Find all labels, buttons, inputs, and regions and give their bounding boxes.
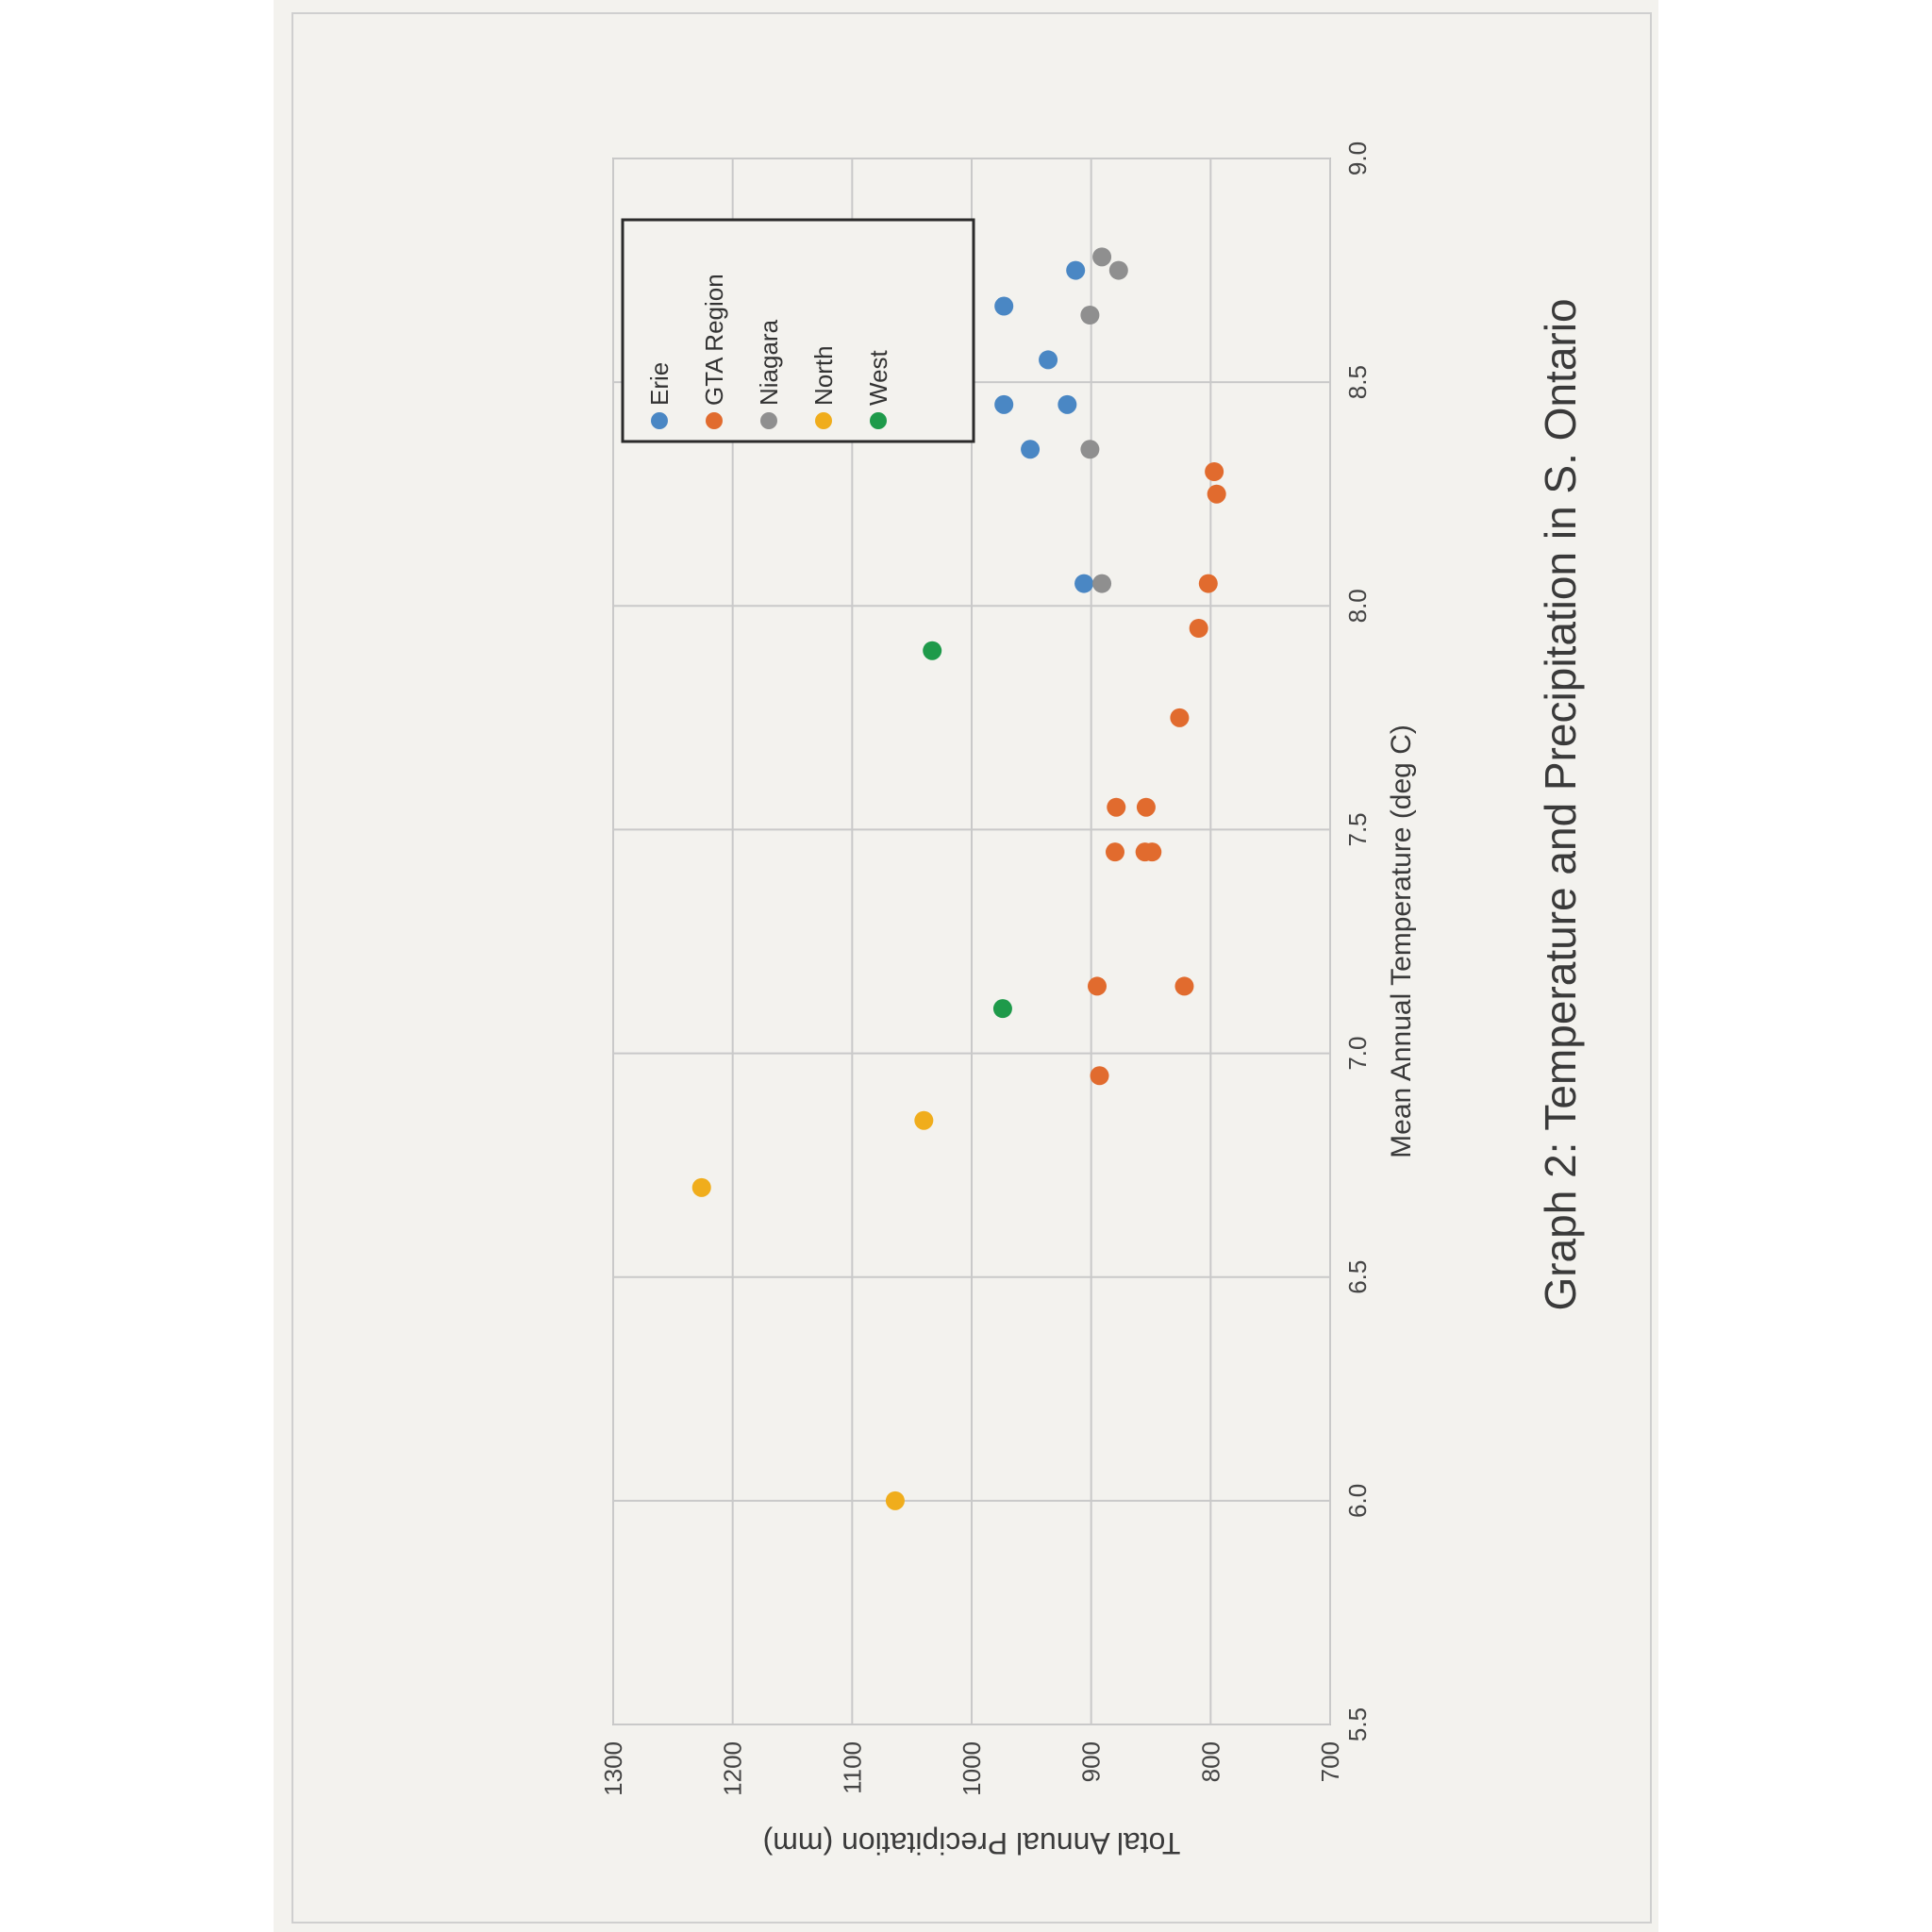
x-tick-label: 8.5 bbox=[1343, 365, 1372, 399]
data-point-north bbox=[885, 1491, 905, 1510]
y-tick-label: 1200 bbox=[719, 1741, 747, 1796]
legend-marker bbox=[706, 412, 723, 429]
legend: Erie GTA Region Niagara North West bbox=[621, 218, 975, 443]
x-tick-label: 9.0 bbox=[1343, 142, 1372, 175]
data-point-gta-region bbox=[1090, 1066, 1109, 1086]
x-tick-label: 7.0 bbox=[1343, 1036, 1372, 1070]
data-point-erie bbox=[1074, 574, 1094, 593]
x-axis-title: Mean Annual Temperature (deg C) bbox=[1386, 724, 1417, 1158]
data-point-gta-region bbox=[1207, 484, 1226, 504]
x-tick-label: 6.5 bbox=[1343, 1260, 1372, 1294]
data-point-niagara bbox=[1108, 260, 1128, 280]
y-tick-label: 700 bbox=[1316, 1741, 1344, 1782]
data-point-niagara bbox=[1080, 440, 1100, 459]
y-tick-label: 1000 bbox=[958, 1741, 986, 1796]
data-point-gta-region bbox=[1205, 462, 1224, 481]
data-point-niagara bbox=[1080, 306, 1100, 325]
legend-label: West bbox=[864, 349, 892, 406]
x-tick-label: 5.5 bbox=[1343, 1707, 1372, 1741]
data-point-erie bbox=[1021, 440, 1041, 459]
legend-marker bbox=[815, 412, 832, 429]
legend-box bbox=[621, 218, 975, 443]
data-point-gta-region bbox=[1136, 797, 1156, 817]
data-point-erie bbox=[994, 394, 1014, 414]
y-tick-label: 1300 bbox=[599, 1741, 627, 1796]
data-point-gta-region bbox=[1088, 976, 1107, 996]
y-tick-label: 800 bbox=[1196, 1741, 1224, 1782]
y-axis-title: Total Annual Precipitation (mm) bbox=[763, 1826, 1181, 1860]
data-point-gta-region bbox=[1107, 797, 1126, 817]
data-point-gta-region bbox=[1198, 574, 1218, 593]
data-point-erie bbox=[1039, 350, 1058, 370]
y-tick-label: 900 bbox=[1077, 1741, 1106, 1782]
data-point-erie bbox=[994, 296, 1014, 316]
chart-title: Graph 2: Temperature and Precipitation i… bbox=[1536, 298, 1585, 1310]
x-tick-label: 7.5 bbox=[1343, 812, 1372, 846]
x-tick-label: 6.0 bbox=[1343, 1484, 1372, 1518]
data-point-west bbox=[923, 641, 942, 660]
data-point-gta-region bbox=[1135, 842, 1155, 862]
y-tick-label: 1100 bbox=[838, 1741, 866, 1794]
data-point-north bbox=[914, 1110, 934, 1130]
legend-marker bbox=[651, 412, 668, 429]
x-tick-label: 8.0 bbox=[1343, 589, 1372, 623]
data-point-north bbox=[691, 1177, 711, 1197]
legend-label: Niagara bbox=[755, 319, 783, 406]
data-point-niagara bbox=[1092, 247, 1112, 267]
legend-label: North bbox=[809, 345, 838, 406]
data-point-erie bbox=[1066, 260, 1086, 280]
legend-marker bbox=[760, 412, 777, 429]
legend-label: Erie bbox=[645, 362, 674, 406]
data-point-west bbox=[992, 999, 1012, 1019]
data-point-niagara bbox=[1092, 574, 1112, 593]
legend-label: GTA Region bbox=[700, 274, 728, 406]
data-point-gta-region bbox=[1170, 708, 1190, 727]
data-point-gta-region bbox=[1106, 842, 1124, 862]
legend-marker bbox=[870, 412, 887, 429]
rotated-chart: Graph 2: Temperature and Precipitation i… bbox=[291, 12, 1652, 1924]
data-point-erie bbox=[1058, 394, 1077, 414]
data-point-gta-region bbox=[1189, 619, 1208, 638]
data-point-gta-region bbox=[1174, 976, 1194, 996]
